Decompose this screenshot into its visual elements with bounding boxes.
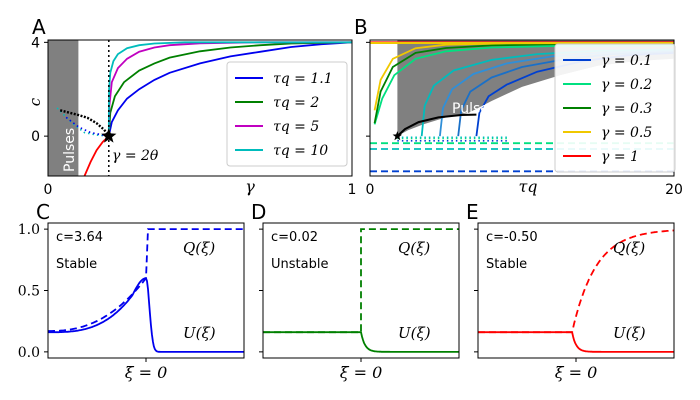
legend-label: γ = 0.1 (601, 53, 652, 69)
ytick-label: 0.5 (18, 284, 40, 300)
branch-line (373, 44, 674, 125)
u-profile (263, 331, 459, 353)
x-axis-label: ξ = 0 (125, 363, 168, 382)
panel-a-legend: τq = 1.1 τq = 2 τq = 5 τq = 10 (226, 61, 348, 167)
legend-label: γ = 0.3 (601, 101, 652, 117)
panel-c-plot (48, 228, 244, 353)
series-line (107, 41, 352, 137)
q-profile (48, 228, 244, 332)
x-axis-label: γ (245, 177, 255, 196)
panel-letter: D (251, 200, 266, 224)
speed-label: c=-0.50 (486, 230, 538, 245)
black-branch (396, 113, 477, 137)
legend-label: τq = 2 (273, 95, 319, 111)
threshold-label: γ = 2θ (112, 148, 159, 164)
q-profile (478, 229, 674, 334)
u-label: U(ξ) (613, 324, 646, 342)
legend-label: τq = 10 (273, 143, 328, 159)
panel-letter: C (36, 200, 50, 224)
region-label: Pulses (62, 128, 78, 172)
legend-label: τq = 5 (273, 119, 319, 135)
ytick-label: 4 (31, 35, 40, 51)
xtick-label: 1 (348, 182, 357, 198)
panel-letter: E (466, 200, 479, 224)
legend-frame (554, 43, 676, 173)
marker-star (392, 131, 403, 141)
legend-label: γ = 1 (601, 149, 639, 165)
q-label: Q(ξ) (613, 239, 645, 257)
ytick-label: 0 (31, 129, 40, 145)
marker-star (101, 128, 117, 143)
x-axis-label: ξ = 0 (555, 363, 598, 382)
legend-label: γ = 0.2 (601, 77, 652, 93)
legend-frame (226, 61, 348, 167)
panel-b-legend: γ = 0.1 γ = 0.2 γ = 0.3 γ = 0.5 γ = 1 (554, 43, 676, 173)
q-label: Q(ξ) (398, 239, 430, 257)
ytick-label: 1.0 (18, 222, 40, 238)
stability-label: Stable (486, 257, 527, 272)
xtick-label: 20 (665, 182, 683, 198)
y-axis-label: c (26, 97, 44, 106)
q-label: Q(ξ) (183, 239, 215, 257)
panel-a-frame (47, 39, 353, 177)
series-line (107, 41, 352, 137)
speed-label: c=0.02 (271, 230, 318, 245)
xtick-label: 0 (44, 182, 53, 198)
branch-line (373, 42, 674, 124)
region-label: Pulses (452, 101, 496, 117)
speed-label: c=3.64 (56, 230, 103, 245)
x-axis-label: ξ = 0 (340, 363, 383, 382)
x-axis-label: τq (518, 177, 537, 196)
u-label: U(ξ) (398, 324, 431, 342)
panel-e-plot (478, 229, 674, 353)
red-branch (83, 135, 110, 176)
stability-label: Unstable (271, 257, 328, 272)
panel-letter: A (32, 15, 46, 39)
legend-label: τq = 1.1 (273, 71, 333, 87)
series-line (107, 41, 352, 137)
u-label: U(ξ) (183, 324, 216, 342)
stability-label: Stable (56, 257, 97, 272)
panel-a-plot (48, 40, 352, 176)
xtick-label: 0 (366, 182, 375, 198)
u-profile (48, 277, 244, 353)
black-branch (59, 109, 110, 137)
ytick-label: 0.0 (18, 345, 40, 361)
u-profile (478, 331, 674, 353)
panel-d-plot (263, 228, 459, 353)
pulse-region (48, 40, 79, 176)
legend-label: γ = 0.5 (601, 125, 652, 141)
panel-letter: B (354, 15, 368, 39)
